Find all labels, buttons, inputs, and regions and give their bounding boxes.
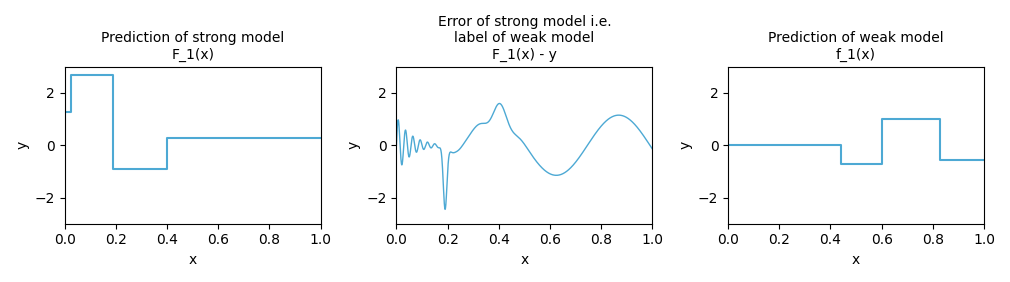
Title: Prediction of weak model
f_1(x): Prediction of weak model f_1(x) [769, 31, 944, 61]
X-axis label: x: x [520, 253, 528, 267]
X-axis label: x: x [851, 253, 861, 267]
Y-axis label: y: y [346, 141, 361, 149]
X-axis label: x: x [189, 253, 197, 267]
Y-axis label: y: y [15, 141, 29, 149]
Y-axis label: y: y [679, 141, 693, 149]
Title: Error of strong model i.e.
label of weak model
F_1(x) - y: Error of strong model i.e. label of weak… [437, 15, 611, 61]
Title: Prediction of strong model
F_1(x): Prediction of strong model F_1(x) [101, 31, 285, 61]
